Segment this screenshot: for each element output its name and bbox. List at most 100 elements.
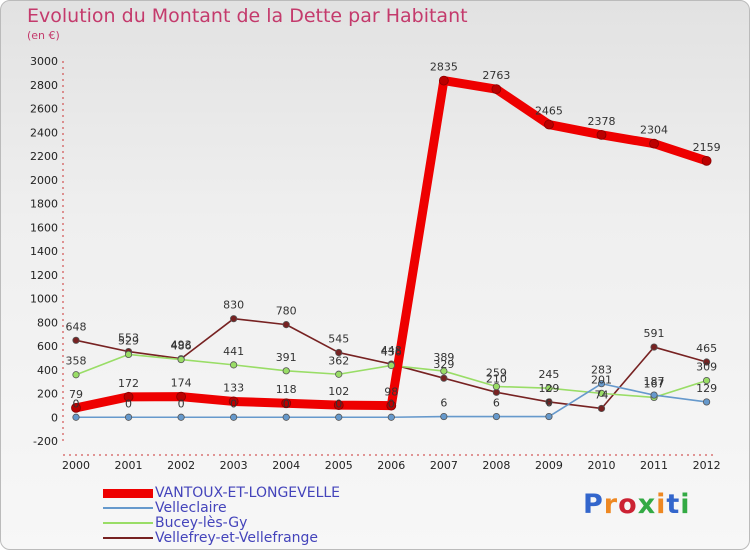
legend-label: VANTOUX-ET-LONGEVELLE (155, 485, 341, 501)
y-tick-label: 1200 (30, 269, 58, 282)
legend-item: VANTOUX-ET-LONGEVELLE (103, 485, 403, 501)
data-point (492, 412, 500, 421)
data-label: 129 (696, 382, 717, 395)
y-tick-label: 2600 (30, 103, 58, 116)
data-point (124, 413, 133, 421)
x-tick-label: 2001 (115, 459, 143, 472)
data-point (597, 404, 606, 413)
logo-letter: i (680, 489, 691, 520)
data-label: 245 (538, 368, 559, 381)
data-point (228, 396, 239, 407)
data-point (702, 376, 711, 385)
data-label: 0 (335, 397, 342, 410)
data-point (440, 412, 448, 421)
data-label: 6 (545, 397, 552, 410)
data-point (176, 391, 187, 402)
data-label: 493 (171, 339, 192, 352)
data-label: 0 (73, 397, 80, 410)
x-tick-label: 2007 (430, 459, 458, 472)
data-point (282, 367, 290, 375)
legend-swatch (103, 507, 153, 509)
legend: VANTOUX-ET-LONGEVELLE Velleclaire Bucey-lè… (103, 485, 403, 546)
data-label: 391 (276, 351, 297, 364)
data-label: 648 (66, 320, 87, 333)
x-tick-label: 2011 (640, 459, 668, 472)
data-label: 2465 (535, 105, 563, 118)
data-point (701, 155, 712, 166)
x-tick-label: 2000 (62, 459, 90, 472)
data-label: 0 (178, 397, 185, 410)
data-point (649, 138, 659, 149)
legend-label: Bucey-lès-Gy (155, 515, 248, 531)
data-point (335, 348, 343, 357)
data-label: 174 (171, 377, 192, 390)
data-label: 2835 (430, 61, 458, 74)
y-tick-label: 1800 (30, 198, 58, 211)
legend-item: Velleclaire (103, 500, 403, 516)
data-label: 98 (384, 386, 398, 399)
y-tick-label: 1600 (30, 221, 58, 234)
chart-title: Evolution du Montant de la Dette par Hab… (27, 5, 468, 27)
y-tick-label: 2000 (30, 174, 58, 187)
x-tick-label: 2002 (167, 459, 195, 472)
x-tick-label: 2010 (588, 459, 616, 472)
data-point (650, 343, 658, 351)
logo-letter: x (637, 489, 657, 520)
legend-label: Vellefrey-et-Vellefrange (155, 530, 319, 546)
data-point (230, 413, 238, 421)
data-label: 210 (486, 372, 507, 385)
data-label: 2159 (693, 141, 721, 154)
data-label: 102 (328, 385, 349, 398)
data-point (124, 350, 133, 359)
data-point (387, 413, 395, 421)
data-label: 259 (486, 366, 507, 379)
data-label: 529 (118, 334, 139, 347)
data-point (491, 84, 502, 95)
proxiti-logo: Proxiti (583, 489, 691, 520)
data-label: 358 (66, 355, 87, 368)
data-label: 441 (223, 345, 244, 358)
data-label: 6 (493, 397, 500, 410)
data-label: 465 (696, 342, 717, 355)
y-tick-label: 800 (37, 316, 58, 329)
logo-letter: P (583, 489, 604, 520)
x-tick-label: 2012 (693, 459, 721, 472)
data-point (282, 321, 290, 329)
data-point (545, 412, 553, 421)
data-label: 187 (644, 375, 665, 388)
data-label: 201 (591, 373, 612, 386)
legend-swatch (103, 489, 153, 498)
data-point (230, 315, 238, 323)
data-label: 172 (118, 377, 139, 390)
y-tick-label: 200 (37, 388, 58, 401)
data-label: 591 (644, 327, 665, 340)
y-tick-label: 1000 (30, 293, 58, 306)
data-label: 436 (381, 345, 402, 358)
data-point (597, 380, 606, 388)
x-tick-label: 2003 (220, 459, 248, 472)
data-point (71, 402, 81, 413)
data-label: 283 (591, 364, 612, 377)
data-point (72, 371, 80, 379)
data-label: 0 (125, 397, 132, 410)
y-tick-label: 2400 (30, 126, 58, 139)
data-label: 2763 (482, 69, 510, 82)
legend-item: Vellefrey-et-Vellefrange (103, 530, 403, 546)
logo-letter: r (603, 489, 619, 520)
data-label: 486 (171, 340, 192, 353)
logo-letter: t (666, 489, 681, 520)
data-label: 448 (381, 344, 402, 357)
data-label: 129 (538, 382, 559, 395)
data-point (440, 367, 448, 375)
data-point (72, 413, 80, 421)
data-point (177, 355, 185, 364)
y-tick-label: 2800 (30, 79, 58, 92)
x-tick-label: 2008 (482, 459, 510, 472)
data-point (545, 398, 553, 406)
data-point (544, 119, 554, 130)
data-label: 0 (230, 397, 237, 410)
data-point (596, 129, 607, 140)
y-tick-label: 2200 (30, 150, 58, 163)
